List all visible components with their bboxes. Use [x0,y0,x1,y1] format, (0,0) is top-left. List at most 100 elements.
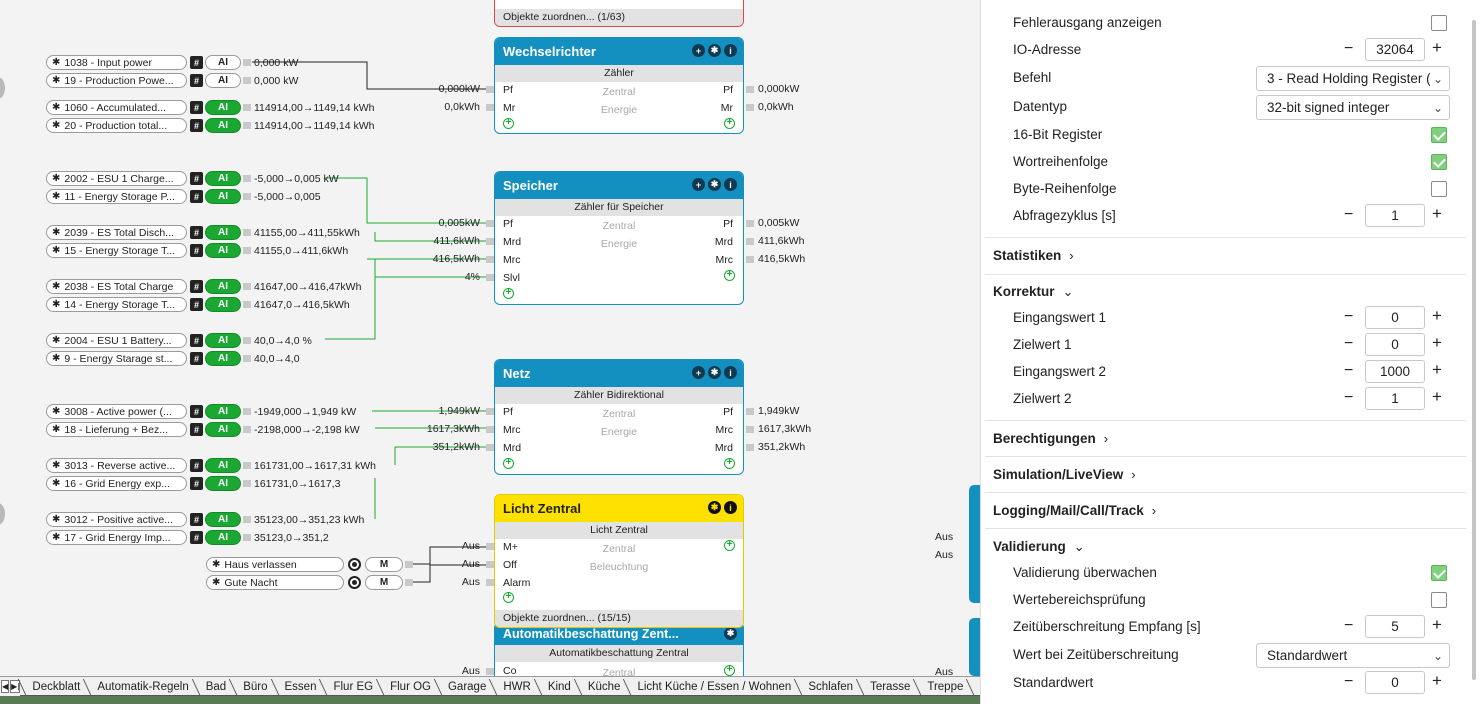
ai-badge[interactable]: AI [205,512,241,527]
node-label-pill[interactable]: ✱ 17 - Grid Energy Imp... [46,530,187,545]
sheet-tab[interactable]: WC [968,678,980,696]
port-tab[interactable] [486,256,494,263]
port-tab[interactable] [486,561,494,568]
wert-bei-select[interactable]: Standardwert ⌄ [1256,643,1450,668]
node-label-pill[interactable]: ✱ 2002 - ESU 1 Charge... [46,171,187,186]
node-label-pill[interactable]: ✱ 19 - Production Powe... [46,73,187,88]
input-node[interactable]: ✱ 1038 - Input power # AI 0,000 kW [46,55,298,70]
standardwert-increment[interactable]: + [1432,671,1442,690]
sheet-tab[interactable]: Deckblatt [20,678,86,696]
hash-icon[interactable]: # [190,280,203,293]
input-node[interactable]: ✱ 19 - Production Powe... # AI 0,000 kW [46,73,298,88]
port-tab[interactable] [746,408,754,415]
assign-objects-link[interactable]: Objekte zuordnen... (1/63) [495,9,743,26]
gear-icon[interactable]: ✱ [708,501,721,514]
input-node[interactable]: ✱ 16 - Grid Energy exp... # AI 161731,0→1… [46,476,340,491]
zielwert2-increment[interactable]: + [1432,387,1442,406]
output-port[interactable] [405,561,413,568]
node-label-pill[interactable]: ✱ 18 - Lieferung + Bez... [46,422,187,437]
node-label-pill[interactable]: ✱ 3012 - Positive active... [46,512,187,527]
hash-icon[interactable]: # [190,190,203,203]
sheet-tab[interactable]: Automatik-Regeln [85,678,194,696]
node-label-pill[interactable]: ✱ 1038 - Input power [46,55,187,70]
port-tab[interactable] [746,220,754,227]
port-tab[interactable] [486,274,494,281]
zeitueberschreitung-input[interactable]: 5 [1365,615,1425,638]
info-icon[interactable]: i [724,44,737,57]
eingangswert2-decrement[interactable]: − [1344,362,1354,379]
gear-icon[interactable]: ✱ [52,406,61,417]
ai-badge[interactable]: AI [205,189,241,204]
hash-icon[interactable]: # [190,405,203,418]
top-block-partial[interactable]: Objekte zuordnen... (1/63) [494,0,744,27]
standardwert-input[interactable]: 0 [1365,671,1425,694]
port-tab[interactable] [486,104,494,111]
port-tab[interactable] [486,668,494,675]
zielwert2-decrement[interactable]: − [1344,389,1354,406]
section-simulation[interactable]: Simulation/LiveView › [993,467,1136,482]
eingangswert1-decrement[interactable]: − [1344,308,1354,325]
node-label-pill[interactable]: ✱ 15 - Energy Storage T... [46,243,187,258]
block-automatikbeschattung[interactable]: Automatikbeschattung Zent... ✱ Automatik… [494,622,744,676]
logic-canvas[interactable]: Objekte zuordnen... (1/63) ✱ 1038 - Input… [0,0,980,676]
io-adresse-decrement[interactable]: − [1344,40,1354,57]
node-label-pill[interactable]: ✱ 2038 - ES Total Charge [46,279,187,294]
hash-icon[interactable]: # [190,352,203,365]
add-input-icon[interactable]: + [503,288,514,299]
edge-handle[interactable] [0,503,5,525]
input-node[interactable]: ✱ 18 - Lieferung + Bez... # AI -2198,000→… [46,422,360,437]
gear-icon[interactable]: ✱ [52,353,61,364]
gear-icon[interactable]: ✱ [52,227,61,238]
gear-icon[interactable]: ✱ [52,102,61,113]
input-node[interactable]: ✱ 15 - Energy Storage T... # AI 41155,0→4… [46,243,348,258]
port-tab[interactable] [746,426,754,433]
ai-badge[interactable]: AI [205,530,241,545]
input-node[interactable]: ✱ 2039 - ES Total Disch... # AI 41155,00→… [46,225,360,240]
gear-icon[interactable]: ✱ [52,75,61,86]
eingangswert1-increment[interactable]: + [1432,306,1442,325]
input-node[interactable]: ✱ 2002 - ESU 1 Charge... # AI -5,000→0,00… [46,171,339,186]
ai-badge[interactable]: AI [205,404,241,419]
scene-node[interactable]: ✱ Haus verlassen M [206,557,413,572]
add-input-icon[interactable]: + [503,592,514,603]
sheet-tab[interactable]: Kind [535,678,576,696]
output-port[interactable] [243,516,251,523]
port-tab[interactable] [746,86,754,93]
input-node[interactable]: ✱ 3008 - Active power (... # AI -1949,000… [46,404,356,419]
gear-icon[interactable]: ✱ [52,245,61,256]
sheet-tab[interactable]: Treppe [915,678,969,696]
hash-icon[interactable]: # [190,423,203,436]
input-node[interactable]: ✱ 20 - Production total... # AI 114914,00… [46,118,374,133]
block-licht-zentral[interactable]: Licht Zentral ✱ i Licht Zentral M+ Off Al… [494,494,744,628]
add-output-icon[interactable]: + [724,270,735,281]
gear-icon[interactable]: ✱ [212,577,221,588]
node-label-pill[interactable]: ✱ 9 - Energy Starage st... [46,351,187,366]
output-port[interactable] [243,229,251,236]
output-port[interactable] [243,534,251,541]
output-port[interactable] [243,247,251,254]
gear-icon[interactable]: ✱ [708,178,721,191]
eingangswert2-increment[interactable]: + [1432,360,1442,379]
sheet-tab[interactable]: Küche [575,678,626,696]
offscreen-block[interactable] [969,485,980,603]
node-label-pill[interactable]: ✱ 2039 - ES Total Disch... [46,225,187,240]
port-tab[interactable] [486,86,494,93]
output-port[interactable] [243,175,251,182]
input-node[interactable]: ✱ 2038 - ES Total Charge # AI 41647,00→41… [46,279,361,294]
add-input-icon[interactable]: + [503,458,514,469]
node-label-pill[interactable]: ✱ 14 - Energy Storage T... [46,297,187,312]
output-port[interactable] [243,462,251,469]
zielwert2-input[interactable]: 1 [1365,387,1425,410]
hash-icon[interactable]: # [190,531,203,544]
standardwert-decrement[interactable]: − [1344,673,1354,690]
port-tab[interactable] [486,444,494,451]
hash-icon[interactable]: # [190,298,203,311]
hash-icon[interactable]: # [190,56,203,69]
gear-icon[interactable]: ✱ [52,120,61,131]
sheet-tab[interactable]: Bad [193,678,232,696]
ai-badge[interactable]: AI [205,297,241,312]
port-tab[interactable] [746,444,754,451]
ai-badge[interactable]: AI [205,351,241,366]
zielwert1-increment[interactable]: + [1432,333,1442,352]
block-wechselrichter[interactable]: Wechselrichter + ✱ i Zähler Pf Mr Pf Mr Ze… [494,37,744,134]
